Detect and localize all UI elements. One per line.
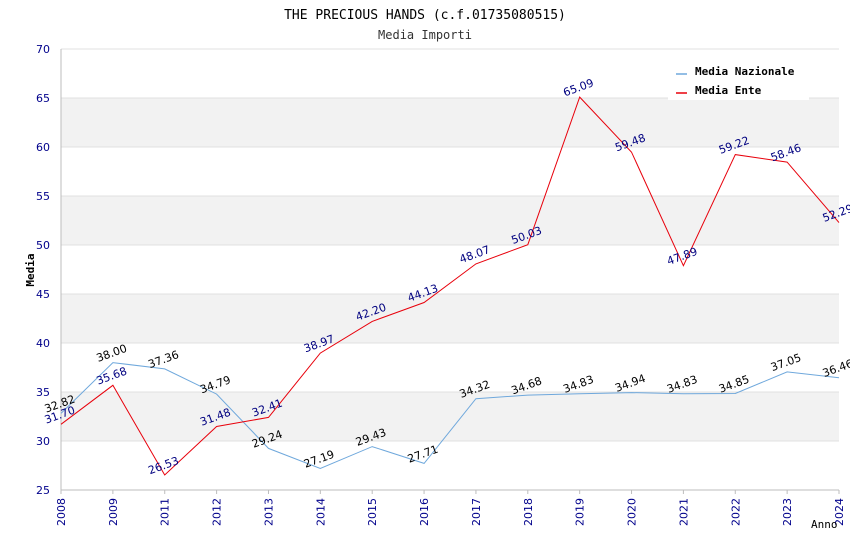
y-axis-label: Media (24, 253, 37, 286)
plot-band (61, 343, 839, 392)
series-line-media-nazionale (60, 362, 840, 470)
x-tick-label: 2019 (574, 498, 587, 526)
legend: Media Nazionale Media Ente (668, 58, 809, 100)
plot-band (61, 392, 839, 441)
x-tick-label: 2022 (729, 498, 742, 526)
series-lines (60, 96, 840, 476)
series-line-media-ente (60, 96, 840, 476)
plot-band (61, 294, 839, 343)
y-tick-label: 25 (36, 484, 50, 497)
x-tick-label: 2011 (159, 498, 172, 526)
y-tick-label: 70 (36, 43, 50, 56)
x-tick-label: 2015 (366, 498, 379, 526)
x-tick-label: 2014 (314, 498, 327, 526)
chart-subtitle: Media Importi (378, 28, 472, 42)
x-tick-label: 2012 (211, 498, 224, 526)
x-axis-label: Anno (811, 518, 838, 531)
x-tick-labels: 2008 2009 2011 2012 2013 2014 2015 2016 2017 2018… (55, 490, 846, 526)
x-tick-label: 2009 (107, 498, 120, 526)
x-tick-label: 2016 (418, 498, 431, 526)
y-tick-label: 30 (36, 435, 50, 448)
y-tick-label: 35 (36, 386, 50, 399)
plot-band (61, 196, 839, 245)
y-tick-label: 50 (36, 239, 50, 252)
legend-box (668, 58, 809, 100)
x-tick-label: 2023 (781, 498, 794, 526)
y-tick-label: 60 (36, 141, 50, 154)
x-tick-label: 2020 (626, 498, 639, 526)
x-tick-label: 2013 (262, 498, 275, 526)
plot-band (61, 98, 839, 147)
axes (60, 49, 839, 491)
y-tick-label: 45 (36, 288, 50, 301)
plot-band (61, 441, 839, 490)
y-tick-label: 65 (36, 92, 50, 105)
chart-title: THE PRECIOUS HANDS (c.f.01735080515) (284, 8, 566, 23)
y-tick-labels: 25 30 35 40 45 50 55 60 65 70 (36, 43, 50, 497)
y-tick-label: 40 (36, 337, 50, 350)
x-tick-label: 2021 (677, 498, 690, 526)
plot-band (61, 245, 839, 294)
plot-band (61, 147, 839, 196)
y-tick-label: 55 (36, 190, 50, 203)
x-tick-label: 2018 (522, 498, 535, 526)
plot-bands (61, 49, 839, 490)
legend-label: Media Ente (695, 84, 762, 97)
x-tick-label: 2017 (470, 498, 483, 526)
x-tick-label: 2008 (55, 498, 68, 526)
legend-label: Media Nazionale (695, 65, 795, 78)
x-tick-label: 2024 (833, 498, 846, 526)
